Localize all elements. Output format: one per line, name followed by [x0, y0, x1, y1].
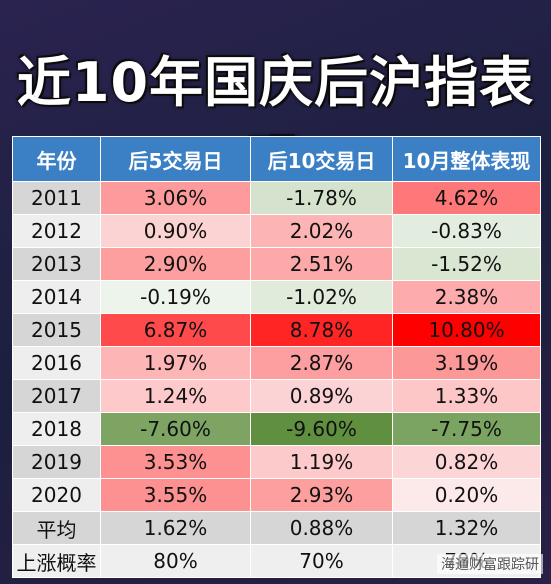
value-cell: -1.02%: [250, 280, 393, 314]
value-cell: -9.60%: [250, 412, 393, 446]
value-cell: -7.60%: [100, 412, 251, 446]
value-cell: 3.55%: [100, 478, 251, 512]
row: 2017 1.24% 0.89% 1.33%: [12, 379, 541, 413]
row: 2016 1.97% 2.87% 3.19%: [12, 346, 541, 380]
year-cell: 2017: [12, 379, 101, 413]
value-cell: -1.78%: [250, 181, 393, 215]
value-cell: -7.75%: [392, 412, 541, 446]
value-cell: 3.53%: [100, 445, 251, 479]
year-cell: 2015: [12, 313, 101, 347]
value-cell: 2.87%: [250, 346, 393, 380]
header-cell: 后10交易日: [250, 136, 393, 182]
summary-cell: 80%: [100, 544, 251, 578]
year-cell: 2018: [12, 412, 101, 446]
header-row: 年份 后5交易日 后10交易日 10月整体表现: [12, 136, 541, 182]
row: 2013 2.90% 2.51% -1.52%: [12, 247, 541, 281]
row: 2018 -7.60% -9.60% -7.75%: [12, 412, 541, 446]
value-cell: 2.51%: [250, 247, 393, 281]
value-cell: 2.90%: [100, 247, 251, 281]
value-cell: 3.19%: [392, 346, 541, 380]
row: 2020 3.55% 2.93% 0.20%: [12, 478, 541, 512]
watermark: 海通财富跟踪研: [437, 554, 543, 574]
header-cell: 年份: [12, 136, 101, 182]
year-cell: 2020: [12, 478, 101, 512]
summary-cell: 0.88%: [250, 511, 393, 545]
value-cell: 10.80%: [392, 313, 541, 347]
value-cell: 1.97%: [100, 346, 251, 380]
value-cell: 0.82%: [392, 445, 541, 479]
table: 年份 后5交易日 后10交易日 10月整体表现 2011 3.06% -1.78% 4.62…: [12, 136, 541, 578]
value-cell: 2.38%: [392, 280, 541, 314]
year-cell: 2012: [12, 214, 101, 248]
summary-cell: 70%: [250, 544, 393, 578]
value-cell: 0.90%: [100, 214, 251, 248]
value-cell: 8.78%: [250, 313, 393, 347]
summary-cell: 1.62%: [100, 511, 251, 545]
value-cell: -0.83%: [392, 214, 541, 248]
value-cell: 3.06%: [100, 181, 251, 215]
row: 2019 3.53% 1.19% 0.82%: [12, 445, 541, 479]
summary-row: 平均 1.62% 0.88% 1.32%: [12, 511, 541, 545]
year-cell: 2014: [12, 280, 101, 314]
table-body: 2011 3.06% -1.78% 4.62% 2012 0.90% 2.02% -0.83%…: [12, 181, 541, 578]
year-cell: 2011: [12, 181, 101, 215]
row: 2014 -0.19% -1.02% 2.38%: [12, 280, 541, 314]
value-cell: 2.02%: [250, 214, 393, 248]
value-cell: 0.20%: [392, 478, 541, 512]
summary-label: 平均: [12, 511, 101, 545]
value-cell: 6.87%: [100, 313, 251, 347]
year-cell: 2019: [12, 445, 101, 479]
value-cell: -0.19%: [100, 280, 251, 314]
summary-cell: 1.32%: [392, 511, 541, 545]
row: 2015 6.87% 8.78% 10.80%: [12, 313, 541, 347]
header-cell: 10月整体表现: [392, 136, 541, 182]
header-cell: 后5交易日: [100, 136, 251, 182]
value-cell: 1.19%: [250, 445, 393, 479]
value-cell: 1.33%: [392, 379, 541, 413]
year-cell: 2013: [12, 247, 101, 281]
value-cell: 0.89%: [250, 379, 393, 413]
value-cell: 4.62%: [392, 181, 541, 215]
row: 2011 3.06% -1.78% 4.62%: [12, 181, 541, 215]
value-cell: 2.93%: [250, 478, 393, 512]
summary-label: 上涨概率: [12, 544, 101, 578]
row: 2012 0.90% 2.02% -0.83%: [12, 214, 541, 248]
value-cell: -1.52%: [392, 247, 541, 281]
value-cell: 1.24%: [100, 379, 251, 413]
year-cell: 2016: [12, 346, 101, 380]
